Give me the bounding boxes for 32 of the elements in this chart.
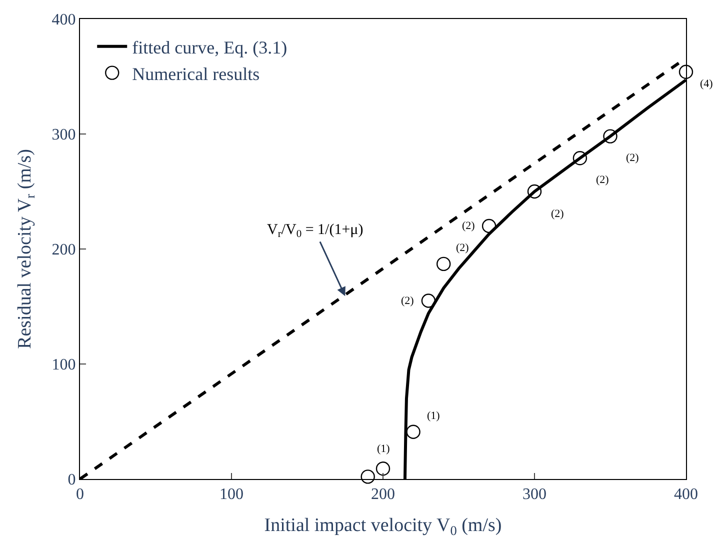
point — [572, 151, 588, 166]
y-tick-label: 400 — [52, 12, 76, 29]
legend-label: fitted curve, Eq. (3.1) — [132, 37, 288, 58]
point — [421, 294, 436, 308]
y-tick-label: 300 — [52, 126, 76, 144]
annotation: V$_{r}$/V$_{0}$ = 1/(1+μ) — [267, 222, 364, 240]
y-tick-label: 200 — [52, 242, 76, 259]
x-tick-label: 300 — [522, 486, 546, 504]
annotation: (2) — [626, 152, 640, 164]
x-axis-title: Initial impact velocity V$_{0}$ (m/s) — [264, 515, 502, 538]
legend-label: Numerical results — [132, 64, 260, 84]
point — [482, 218, 496, 234]
annotation: (2) — [401, 295, 414, 307]
point — [376, 462, 390, 476]
annotation: (2) — [456, 242, 470, 254]
point — [360, 470, 375, 484]
x-tick-label: 400 — [674, 486, 698, 504]
annotation: (2) — [596, 174, 610, 186]
annotation: (2) — [551, 208, 564, 220]
annotation: (2) — [462, 220, 476, 232]
annotation: (1) — [427, 410, 440, 422]
point — [436, 256, 451, 272]
annotation: (4) — [700, 78, 714, 90]
point — [678, 64, 694, 79]
annotation: (1) — [377, 443, 390, 455]
x-tick-label: 100 — [220, 486, 244, 504]
point — [527, 184, 542, 199]
y-tick-label: 100 — [52, 356, 76, 374]
point — [603, 129, 618, 144]
y-tick-label: 0 — [68, 472, 76, 489]
x-tick-label: 200 — [371, 486, 395, 504]
point — [406, 424, 420, 439]
